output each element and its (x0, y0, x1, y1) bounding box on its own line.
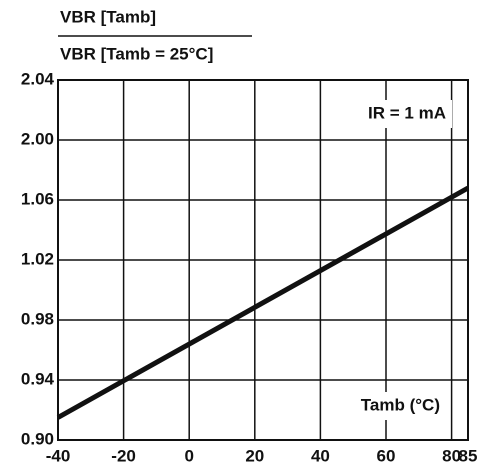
y-label-numerator: VBR [Tamb] (60, 7, 156, 26)
annotation-bg (326, 100, 452, 128)
x-axis-label: Tamb (°C) (361, 395, 440, 414)
y-tick-label: 2.00 (21, 129, 54, 148)
y-label-denominator: VBR [Tamb = 25°C] (60, 44, 213, 63)
y-tick-label: 1.02 (21, 249, 54, 268)
x-tick-label: -40 (46, 446, 71, 465)
y-tick-label: 0.90 (21, 429, 54, 448)
data-line (56, 185, 470, 420)
annotation: IR = 1 mA (368, 103, 446, 122)
y-tick-label: 0.94 (21, 369, 55, 388)
y-tick-label: 1.06 (21, 189, 54, 208)
y-tick-label: 2.04 (21, 69, 55, 88)
x-tick-label: 20 (245, 446, 264, 465)
x-tick-label: -20 (111, 446, 136, 465)
y-tick-label: 0.98 (21, 309, 54, 328)
x-label-bg (326, 392, 446, 420)
plot-frame (57, 79, 469, 441)
x-tick-label: 40 (311, 446, 330, 465)
x-tick-label: 60 (377, 446, 396, 465)
x-tick-label: 0 (184, 446, 193, 465)
x-tick-label: 80 (442, 446, 461, 465)
x-tick-label: 85 (459, 446, 478, 465)
